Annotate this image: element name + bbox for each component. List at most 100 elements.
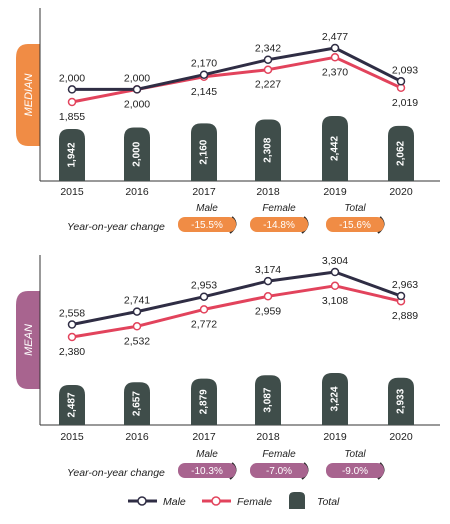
mean-x-tick-2017: 2017 (192, 431, 216, 443)
mean-female-label-2015: 2,380 (59, 346, 85, 358)
median-yoy-label: Year-on-year change (67, 221, 165, 233)
mean-male-label-2017: 2,953 (191, 280, 217, 292)
median-x-tick-2015: 2015 (60, 186, 84, 198)
legend-female-marker (211, 496, 221, 506)
mean-male-label-2015: 2,558 (59, 308, 85, 320)
mean-male-marker-2018 (263, 276, 273, 286)
median-x-tick-2018: 2018 (256, 186, 280, 198)
median-yoy-pill-total (326, 217, 384, 232)
median-male-label-2015: 2,000 (59, 72, 85, 84)
mean-male-label-2019: 3,304 (322, 255, 348, 267)
mean-total-bar-2015 (59, 385, 85, 425)
median-total-bar-label-2018: 2,308 (263, 137, 274, 162)
mean-total-bar-label-2017: 2,879 (199, 389, 210, 414)
mean-total-bar-label-2019: 3,224 (330, 386, 341, 411)
mean-female-marker-2019 (330, 281, 340, 291)
median-male-line (72, 46, 402, 91)
median-plot: 1,942 2,000 2,160 2,308 2,442 2,062 2015 2016 20… (59, 31, 418, 198)
median-male-label-2020: 2,093 (392, 64, 418, 76)
mean-female-marker-2018 (263, 292, 273, 301)
mean-panel-title: MEAN (23, 324, 35, 356)
mean-male-label-2020: 2,963 (392, 279, 418, 291)
median-female-label-2020: 2,019 (392, 97, 418, 109)
median-male-label-2016: 2,000 (124, 72, 150, 84)
mean-yoy-value-female: -7.0% (266, 466, 292, 477)
mean-yoy-head-total: Total (344, 449, 366, 460)
mean-yoy-row: Year-on-year change Male Female Total -1… (67, 449, 385, 480)
median-yoy-value-male: -15.5% (191, 220, 223, 231)
mean-female-label-2017: 2,772 (191, 318, 217, 330)
mean-female-marker-2016 (132, 322, 142, 331)
mean-x-tick-2016: 2016 (125, 431, 149, 443)
mean-total-bar-label-2020: 2,933 (396, 388, 407, 413)
mean-total-bar-2016 (124, 382, 150, 425)
median-x-tick-2016: 2016 (125, 186, 149, 198)
median-female-label-2016: 2,000 (124, 98, 150, 110)
median-total-bar-2017 (191, 123, 217, 181)
median-female-label-2015: 1,855 (59, 111, 85, 123)
median-total-bar-2019 (322, 116, 348, 181)
legend-male-marker (137, 496, 147, 506)
mean-yoy-pill-male (178, 463, 236, 478)
median-x-tick-2019: 2019 (323, 186, 347, 198)
median-yoy-pill-female (250, 217, 308, 232)
median-total-bar-label-2019: 2,442 (330, 136, 341, 161)
median-panel-title: MEDIAN (23, 74, 35, 117)
median-male-marker-2016 (132, 85, 142, 94)
median-female-label-2019: 2,370 (322, 66, 348, 78)
median-x-tick-2020: 2020 (389, 186, 413, 198)
mean-female-marker-2015 (67, 332, 77, 342)
mean-female-label-2016: 2,532 (124, 335, 150, 347)
median-total-bar-2015 (59, 129, 85, 181)
median-male-marker-2015 (67, 85, 77, 94)
mean-female-label-2018: 2,959 (255, 305, 281, 317)
mean-total-bar-2018 (255, 375, 281, 425)
median-x-tick-2017: 2017 (192, 186, 216, 198)
mean-panel-tab (16, 291, 40, 389)
median-yoy-head-male: Male (196, 203, 218, 214)
mean-male-line (71, 270, 402, 326)
mean-yoy-value-male: -10.3% (191, 466, 223, 477)
mean-x-tick-2018: 2018 (256, 431, 280, 443)
mean-total-bar-2017 (191, 378, 217, 425)
mean-male-marker-2015 (67, 320, 77, 329)
median-female-line (71, 55, 402, 104)
mean-male-marker-2020 (396, 291, 406, 301)
mean-yoy-pill-female (250, 463, 308, 478)
median-total-bar-label-2016: 2,000 (132, 141, 143, 166)
mean-yoy-head-male: Male (196, 449, 218, 460)
mean-x-tick-2020: 2020 (389, 431, 413, 443)
median-male-label-2018: 2,342 (255, 43, 281, 55)
median-female-marker-2018 (263, 65, 273, 74)
mean-x-tick-2019: 2019 (323, 431, 347, 443)
median-total-bar-label-2020: 2,062 (396, 140, 407, 165)
mean-total-bar-2019 (322, 373, 348, 425)
median-female-label-2017: 2,145 (191, 86, 217, 98)
median-yoy-value-total: -15.6% (339, 220, 371, 231)
median-total-bar-2016 (124, 127, 150, 181)
mean-male-label-2018: 3,174 (255, 264, 281, 276)
mean-yoy-label: Year-on-year change (67, 467, 165, 479)
mean-yoy-value-total: -9.0% (342, 466, 368, 477)
median-female-label-2018: 2,227 (255, 79, 281, 91)
mean-yoy-head-female: Female (262, 449, 296, 460)
median-male-marker-2020 (396, 77, 406, 86)
mean-female-label-2019: 3,108 (322, 295, 348, 307)
mean-x-tick-2015: 2015 (60, 431, 84, 443)
median-male-marker-2018 (263, 55, 273, 64)
median-total-bar-label-2015: 1,942 (67, 142, 78, 167)
median-yoy-head-female: Female (262, 203, 296, 214)
median-female-marker-2015 (67, 97, 77, 107)
median-male-label-2019: 2,477 (322, 31, 348, 43)
median-male-marker-2019 (330, 43, 340, 53)
mean-male-marker-2017 (199, 292, 209, 301)
median-total-bar-label-2017: 2,160 (199, 139, 210, 164)
median-total-bar-2020 (388, 125, 414, 181)
median-male-marker-2017 (199, 70, 209, 79)
mean-female-label-2020: 2,889 (392, 310, 418, 322)
legend-male-label: Male (163, 496, 186, 508)
median-panel-tab (16, 44, 40, 146)
median-yoy-pill-male (178, 217, 236, 232)
legend: Male Female Total (128, 492, 340, 509)
mean-total-bar-2020 (388, 377, 414, 425)
